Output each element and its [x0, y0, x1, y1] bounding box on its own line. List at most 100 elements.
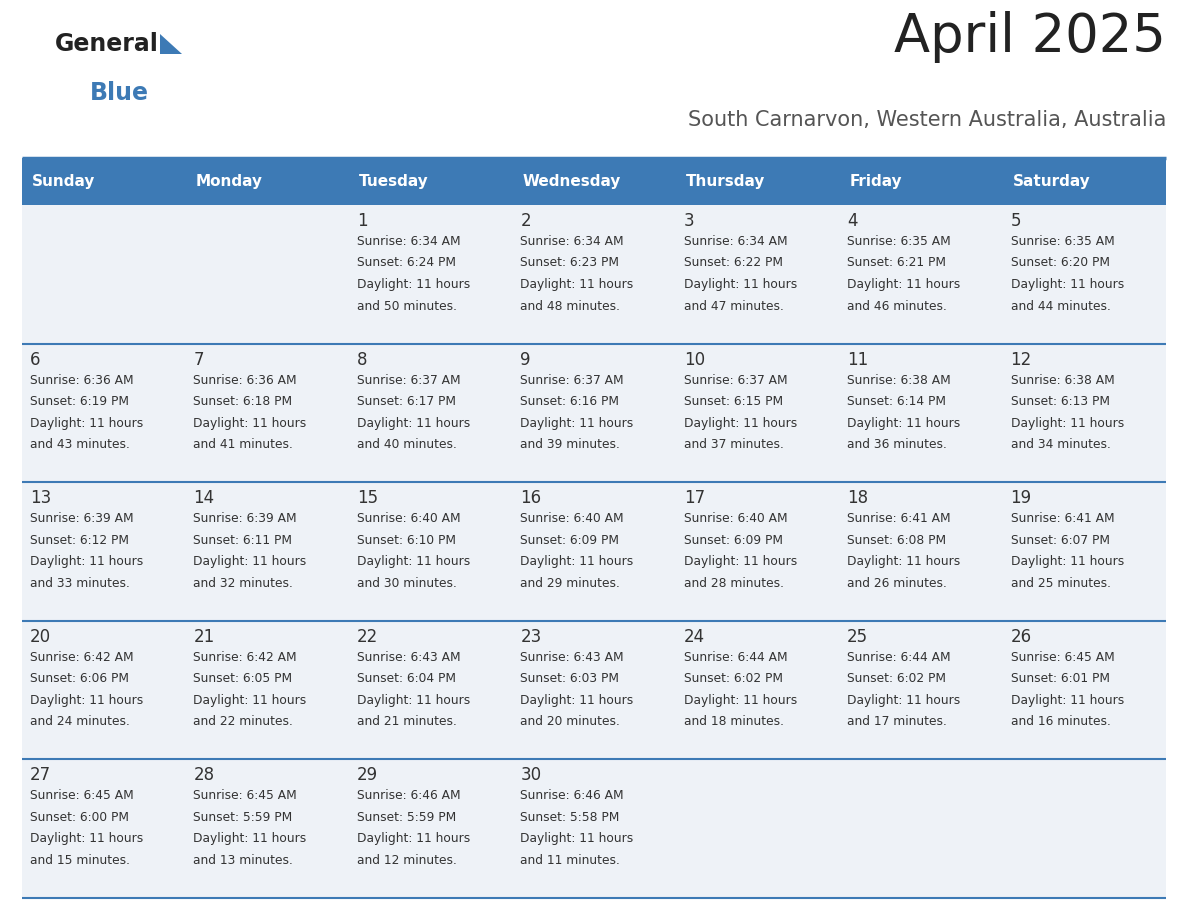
Bar [1003, 158, 1165, 205]
Text: 27: 27 [30, 767, 51, 784]
Text: and 41 minutes.: and 41 minutes. [194, 438, 293, 451]
Text: Sunrise: 6:34 AM: Sunrise: 6:34 AM [356, 235, 461, 248]
Bar [185, 482, 349, 621]
Text: Sunset: 6:24 PM: Sunset: 6:24 PM [356, 256, 456, 270]
Text: Sunset: 6:15 PM: Sunset: 6:15 PM [684, 395, 783, 409]
Bar [1003, 621, 1165, 759]
Bar [185, 205, 349, 343]
Text: Sunset: 6:19 PM: Sunset: 6:19 PM [30, 395, 129, 409]
Text: Sunrise: 6:39 AM: Sunrise: 6:39 AM [30, 512, 133, 525]
Text: 14: 14 [194, 489, 215, 508]
Bar [512, 759, 676, 898]
Text: Sunset: 6:06 PM: Sunset: 6:06 PM [30, 672, 129, 686]
Text: and 13 minutes.: and 13 minutes. [194, 854, 293, 867]
Text: Sunset: 6:11 PM: Sunset: 6:11 PM [194, 533, 292, 547]
Bar [349, 759, 512, 898]
Text: Sunset: 6:00 PM: Sunset: 6:00 PM [30, 811, 129, 823]
Text: Sunset: 6:02 PM: Sunset: 6:02 PM [847, 672, 946, 686]
Text: and 37 minutes.: and 37 minutes. [684, 438, 784, 451]
Text: Monday: Monday [196, 174, 263, 189]
Text: Sunrise: 6:45 AM: Sunrise: 6:45 AM [194, 789, 297, 802]
Text: Sunset: 6:22 PM: Sunset: 6:22 PM [684, 256, 783, 270]
Text: 6: 6 [30, 351, 40, 369]
Text: Sunset: 6:09 PM: Sunset: 6:09 PM [520, 533, 619, 547]
Bar [839, 759, 1003, 898]
Bar [676, 205, 839, 343]
Text: 5: 5 [1011, 212, 1020, 230]
Bar [1003, 759, 1165, 898]
Text: and 48 minutes.: and 48 minutes. [520, 299, 620, 312]
Text: Sunset: 6:17 PM: Sunset: 6:17 PM [356, 395, 456, 409]
Text: 30: 30 [520, 767, 542, 784]
Bar [185, 621, 349, 759]
Bar [676, 621, 839, 759]
Bar [839, 482, 1003, 621]
Text: Sunrise: 6:38 AM: Sunrise: 6:38 AM [1011, 374, 1114, 386]
Bar [23, 482, 185, 621]
Bar [185, 759, 349, 898]
Text: Sunset: 6:10 PM: Sunset: 6:10 PM [356, 533, 456, 547]
Bar [676, 759, 839, 898]
Text: Sunrise: 6:45 AM: Sunrise: 6:45 AM [30, 789, 134, 802]
Bar [349, 482, 512, 621]
Text: Sunrise: 6:42 AM: Sunrise: 6:42 AM [30, 651, 133, 664]
Bar [676, 158, 839, 205]
Bar [349, 205, 512, 343]
Text: 3: 3 [684, 212, 694, 230]
Text: Tuesday: Tuesday [359, 174, 429, 189]
Text: Sunset: 6:09 PM: Sunset: 6:09 PM [684, 533, 783, 547]
Text: 17: 17 [684, 489, 704, 508]
Text: Sunset: 6:04 PM: Sunset: 6:04 PM [356, 672, 456, 686]
Bar [23, 343, 185, 482]
Bar [512, 158, 676, 205]
Text: Daylight: 11 hours: Daylight: 11 hours [194, 833, 307, 845]
Bar [839, 621, 1003, 759]
Text: Sunset: 6:01 PM: Sunset: 6:01 PM [1011, 672, 1110, 686]
Text: Sunrise: 6:35 AM: Sunrise: 6:35 AM [847, 235, 950, 248]
Text: Sunset: 6:07 PM: Sunset: 6:07 PM [1011, 533, 1110, 547]
Bar [349, 343, 512, 482]
Text: Sunset: 6:21 PM: Sunset: 6:21 PM [847, 256, 946, 270]
Text: 21: 21 [194, 628, 215, 645]
Text: 22: 22 [356, 628, 378, 645]
Text: and 50 minutes.: and 50 minutes. [356, 299, 457, 312]
Text: and 44 minutes.: and 44 minutes. [1011, 299, 1111, 312]
Text: and 16 minutes.: and 16 minutes. [1011, 715, 1111, 728]
Bar [23, 621, 185, 759]
Text: and 34 minutes.: and 34 minutes. [1011, 438, 1111, 451]
Text: Daylight: 11 hours: Daylight: 11 hours [1011, 417, 1124, 430]
Bar [185, 158, 349, 205]
Text: Sunrise: 6:36 AM: Sunrise: 6:36 AM [30, 374, 133, 386]
Text: Sunrise: 6:40 AM: Sunrise: 6:40 AM [356, 512, 461, 525]
Text: Sunset: 6:08 PM: Sunset: 6:08 PM [847, 533, 947, 547]
Text: Daylight: 11 hours: Daylight: 11 hours [1011, 694, 1124, 707]
Text: Daylight: 11 hours: Daylight: 11 hours [684, 555, 797, 568]
Bar [512, 482, 676, 621]
Text: Friday: Friday [849, 174, 902, 189]
Text: 24: 24 [684, 628, 704, 645]
Polygon shape [160, 34, 182, 54]
Bar [1003, 482, 1165, 621]
Text: 18: 18 [847, 489, 868, 508]
Text: and 47 minutes.: and 47 minutes. [684, 299, 784, 312]
Text: Sunrise: 6:42 AM: Sunrise: 6:42 AM [194, 651, 297, 664]
Text: Sunday: Sunday [32, 174, 95, 189]
Bar [512, 205, 676, 343]
Text: and 46 minutes.: and 46 minutes. [847, 299, 947, 312]
Text: Wednesday: Wednesday [523, 174, 620, 189]
Bar [23, 759, 185, 898]
Text: and 30 minutes.: and 30 minutes. [356, 577, 456, 589]
Bar [676, 482, 839, 621]
Text: Daylight: 11 hours: Daylight: 11 hours [684, 417, 797, 430]
Text: Daylight: 11 hours: Daylight: 11 hours [194, 555, 307, 568]
Text: 4: 4 [847, 212, 858, 230]
Text: Daylight: 11 hours: Daylight: 11 hours [847, 417, 960, 430]
Text: 19: 19 [1011, 489, 1031, 508]
Text: and 20 minutes.: and 20 minutes. [520, 715, 620, 728]
Text: Daylight: 11 hours: Daylight: 11 hours [194, 694, 307, 707]
Text: and 17 minutes.: and 17 minutes. [847, 715, 947, 728]
Text: Sunset: 6:14 PM: Sunset: 6:14 PM [847, 395, 946, 409]
Text: Daylight: 11 hours: Daylight: 11 hours [30, 555, 144, 568]
Bar [23, 158, 185, 205]
Text: Sunrise: 6:39 AM: Sunrise: 6:39 AM [194, 512, 297, 525]
